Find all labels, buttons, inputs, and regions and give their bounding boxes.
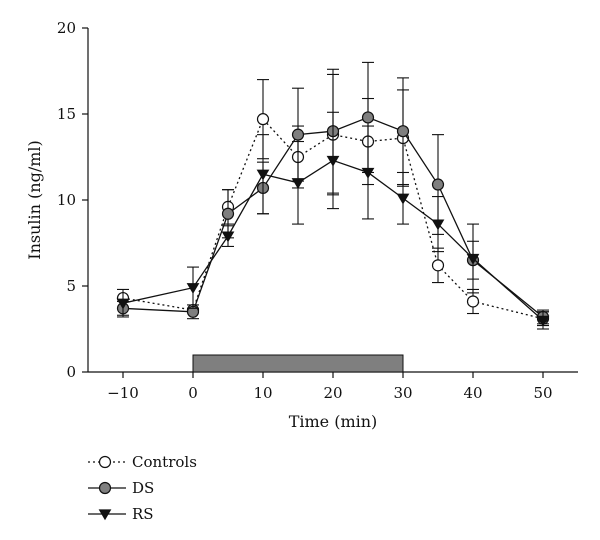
data-point [431,178,445,191]
data-point [291,178,305,190]
plot-area: 0 5 10 15 20 −10 0 10 20 30 40 50 [57,19,578,402]
x-tick-label: 10 [253,384,272,402]
x-tick-label: 40 [463,384,482,402]
legend-label: Controls [132,453,197,471]
data-point [221,231,235,243]
x-tick-label: −10 [107,384,139,402]
data-point [116,298,130,310]
data-point [466,295,480,308]
y-tick-label: 20 [57,19,76,37]
x-tick-label: 20 [323,384,342,402]
data-point [361,167,375,179]
data-point [466,253,480,265]
x-axis-ticks: −10 0 10 20 30 40 50 [107,372,553,402]
data-point [431,219,445,231]
legend-item-ds: DS [88,479,154,497]
y-axis-title: Insulin (ng/ml) [25,140,44,259]
data-point [98,455,112,469]
data-point [221,207,235,220]
data-point [98,481,112,495]
x-tick-label: 30 [393,384,412,402]
stimulus-period-bar [192,354,404,373]
data-point [536,315,550,327]
legend-label: DS [132,479,154,497]
series-layer [116,61,550,330]
legend-item-rs: RS [88,505,154,523]
y-tick-label: 0 [66,363,76,381]
x-tick-label: 50 [533,384,552,402]
data-point [291,128,305,141]
legend-item-controls: Controls [88,453,197,471]
legend: Controls DS RS [88,453,197,523]
series-rs [116,111,550,330]
data-point [326,155,340,167]
y-tick-label: 10 [57,191,76,209]
data-point [256,113,270,126]
data-point [431,259,445,272]
data-point [396,193,410,205]
x-tick-label: 0 [188,384,198,402]
data-point [98,509,112,521]
data-point [256,169,270,181]
x-axis-title: Time (min) [289,412,378,431]
data-point [396,125,410,138]
y-tick-label: 15 [57,105,76,123]
legend-label: RS [132,505,154,523]
data-point [361,111,375,124]
y-axis-ticks: 0 5 10 15 20 [57,19,88,381]
y-tick-label: 5 [66,277,76,295]
data-point [186,283,200,294]
